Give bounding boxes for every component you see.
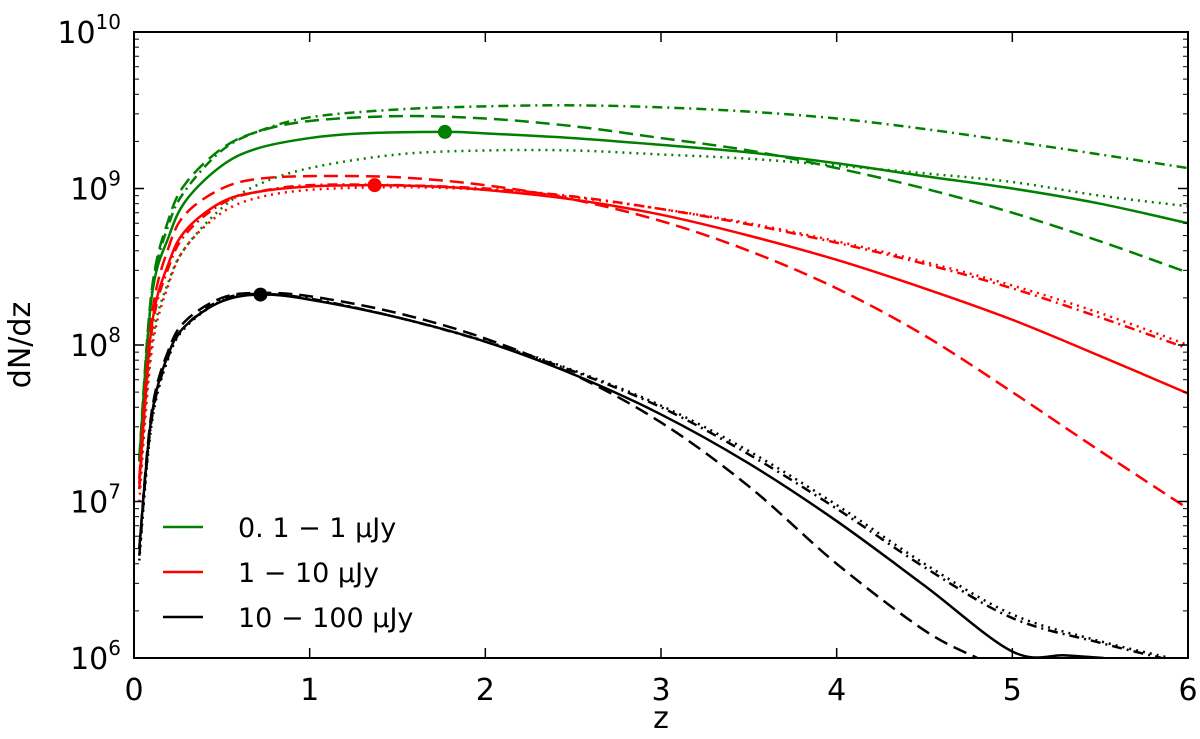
legend-entry-green: 0. 1 − 1 μJy xyxy=(163,513,396,544)
y-tick-label: 1010 xyxy=(57,10,121,51)
legend-entry-red: 1 − 10 μJy xyxy=(163,558,379,589)
series-line-0-1-1-jy-dotted xyxy=(138,148,1188,490)
series-line-1-10-jy-solid xyxy=(138,183,1188,484)
x-tick-label: 3 xyxy=(651,673,670,708)
x-tick-label: 6 xyxy=(1178,673,1197,708)
series-line-0-1-1-jy-solid xyxy=(138,130,1188,462)
peak-marker-0-1-1-jy xyxy=(437,124,452,139)
x-tick-label: 1 xyxy=(300,673,319,708)
y-tick-label: 106 xyxy=(70,636,121,677)
series-line-0-1-1-jy-dashed xyxy=(138,114,1188,458)
y-tick-label: 109 xyxy=(70,167,121,208)
y-axis-label: dN/dz xyxy=(3,302,38,388)
legend-label-red: 1 − 10 μJy xyxy=(238,558,379,589)
x-axis-label: z xyxy=(653,701,669,736)
x-tick-label: 4 xyxy=(827,673,846,708)
series-line-10-100-jy-dashed xyxy=(138,291,978,658)
legend-label-green: 0. 1 − 1 μJy xyxy=(238,513,396,544)
series-line-1-10-jy-dashed xyxy=(138,174,1188,510)
legend: 0. 1 − 1 μJy 1 − 10 μJy 10 − 100 μJy xyxy=(163,513,413,634)
x-tick-label: 0 xyxy=(124,673,143,708)
peak-markers xyxy=(253,124,452,302)
series-line-1-10-jy-dotted xyxy=(138,185,1188,502)
legend-entry-black: 10 − 100 μJy xyxy=(163,603,413,634)
y-tick-label: 107 xyxy=(70,480,121,521)
y-tick-label: 108 xyxy=(70,323,121,364)
x-tick-label: 5 xyxy=(1003,673,1022,708)
series-line-10-100-jy-dotted xyxy=(138,293,1171,658)
legend-label-black: 10 − 100 μJy xyxy=(238,603,413,634)
series-line-1-10-jy-dash-dot xyxy=(138,183,1188,490)
peak-marker-10-100-jy xyxy=(253,287,268,302)
series-line-0-1-1-jy-dash-dot xyxy=(138,104,1188,462)
x-tick-label: 2 xyxy=(476,673,495,708)
peak-marker-1-10-jy xyxy=(367,178,382,193)
axis-ticks: 0 1 2 3 4 5 6 106 107 108 109 1010 xyxy=(57,10,1197,708)
series-layer xyxy=(138,104,1188,658)
